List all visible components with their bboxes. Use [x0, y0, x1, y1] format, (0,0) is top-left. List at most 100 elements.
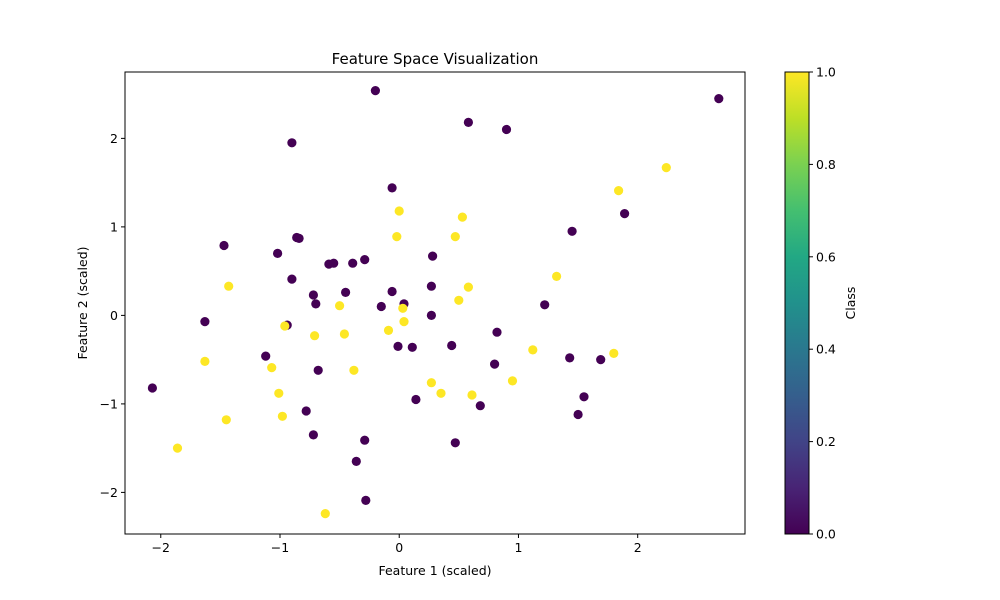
data-point [463, 282, 473, 292]
data-point [475, 401, 485, 411]
data-point [308, 290, 318, 300]
data-point [320, 508, 330, 519]
data-point [552, 271, 562, 281]
data-point [398, 303, 408, 313]
data-point [407, 342, 417, 352]
data-point [224, 281, 234, 291]
data-point [565, 353, 575, 363]
data-point [490, 359, 500, 369]
data-point [393, 341, 403, 351]
data-point [661, 163, 671, 173]
y-axis-title: Feature 2 (scaled) [75, 246, 90, 359]
data-point [392, 232, 402, 242]
data-point [376, 301, 386, 312]
data-point [360, 435, 370, 445]
data-point [463, 117, 473, 127]
y-tick-label: 0 [110, 308, 118, 323]
data-point [287, 274, 297, 284]
data-point [308, 430, 318, 440]
data-point [261, 351, 271, 361]
colorbar-tick-label: 0.4 [816, 342, 836, 357]
y-tick-label: 1 [110, 219, 118, 234]
colorbar-gradient [784, 71, 810, 535]
colorbar-tick-label: 1.0 [816, 65, 836, 80]
data-point [313, 365, 323, 375]
data-point [620, 209, 630, 219]
colorbar-tick-label: 0.6 [816, 249, 836, 264]
data-point [411, 394, 421, 405]
data-point [426, 310, 436, 320]
data-point [467, 390, 477, 400]
data-point [287, 138, 297, 148]
data-point [277, 411, 287, 421]
data-point [540, 300, 550, 310]
data-point [387, 183, 397, 193]
data-point [219, 240, 229, 251]
data-point [294, 233, 304, 243]
data-point [394, 206, 404, 216]
data-point [399, 317, 409, 327]
x-axis-title: Feature 1 (scaled) [378, 563, 491, 578]
data-point [351, 456, 361, 466]
plot-frame [124, 71, 746, 535]
y-tick-label: 2 [110, 131, 118, 146]
data-point [609, 348, 619, 358]
data-point [273, 248, 283, 258]
data-point [450, 438, 460, 448]
x-tick-label: 0 [395, 540, 403, 555]
data-point [426, 281, 436, 291]
x-tick-label: −1 [271, 540, 289, 555]
colorbar-tick-label: 0.2 [816, 434, 836, 449]
data-point [341, 287, 351, 297]
data-point [454, 295, 464, 305]
data-point [172, 443, 183, 453]
colorbar-tick-label: 0.0 [816, 527, 836, 542]
data-point [528, 345, 538, 355]
data-point [301, 406, 311, 416]
data-point [329, 258, 339, 268]
data-point [426, 378, 436, 388]
data-point [614, 186, 624, 196]
data-point [311, 299, 321, 309]
y-tick-label: −2 [100, 485, 118, 500]
x-tick-label: 2 [634, 540, 642, 555]
data-point [221, 415, 231, 425]
data-point [428, 251, 438, 261]
data-point [450, 232, 460, 242]
data-point [383, 325, 394, 335]
data-point [387, 286, 397, 297]
data-point [349, 365, 359, 375]
data-point [200, 317, 210, 327]
y-tick-label: −1 [100, 396, 118, 411]
data-point [200, 356, 210, 366]
data-point [310, 331, 320, 341]
data-point [492, 327, 502, 337]
data-point [579, 392, 589, 402]
plot-area: −2 −1 0 1 2 −2 −1 0 1 2 [100, 71, 746, 555]
data-point [573, 409, 583, 420]
x-tick-label: −2 [152, 540, 170, 555]
data-point [335, 301, 345, 311]
data-point [436, 388, 446, 398]
x-tick-label: 1 [514, 540, 522, 555]
colorbar: 0.0 0.2 0.4 0.6 0.8 1.0 [784, 65, 836, 542]
data-point [274, 388, 284, 398]
data-point [361, 495, 371, 505]
colorbar-tick-label: 0.8 [816, 157, 836, 172]
data-point [447, 340, 457, 351]
data-point [360, 255, 370, 265]
data-point [280, 321, 290, 331]
data-point [457, 212, 467, 222]
colorbar-title: Class [843, 287, 858, 320]
data-point [714, 94, 724, 104]
chart-title: Feature Space Visualization [332, 50, 539, 68]
data-point [339, 329, 349, 339]
data-point [348, 258, 358, 268]
data-point [567, 226, 577, 236]
data-point [596, 355, 606, 365]
data-point [147, 383, 157, 393]
data-point [507, 376, 518, 386]
data-point [501, 124, 512, 135]
data-point [267, 363, 277, 373]
